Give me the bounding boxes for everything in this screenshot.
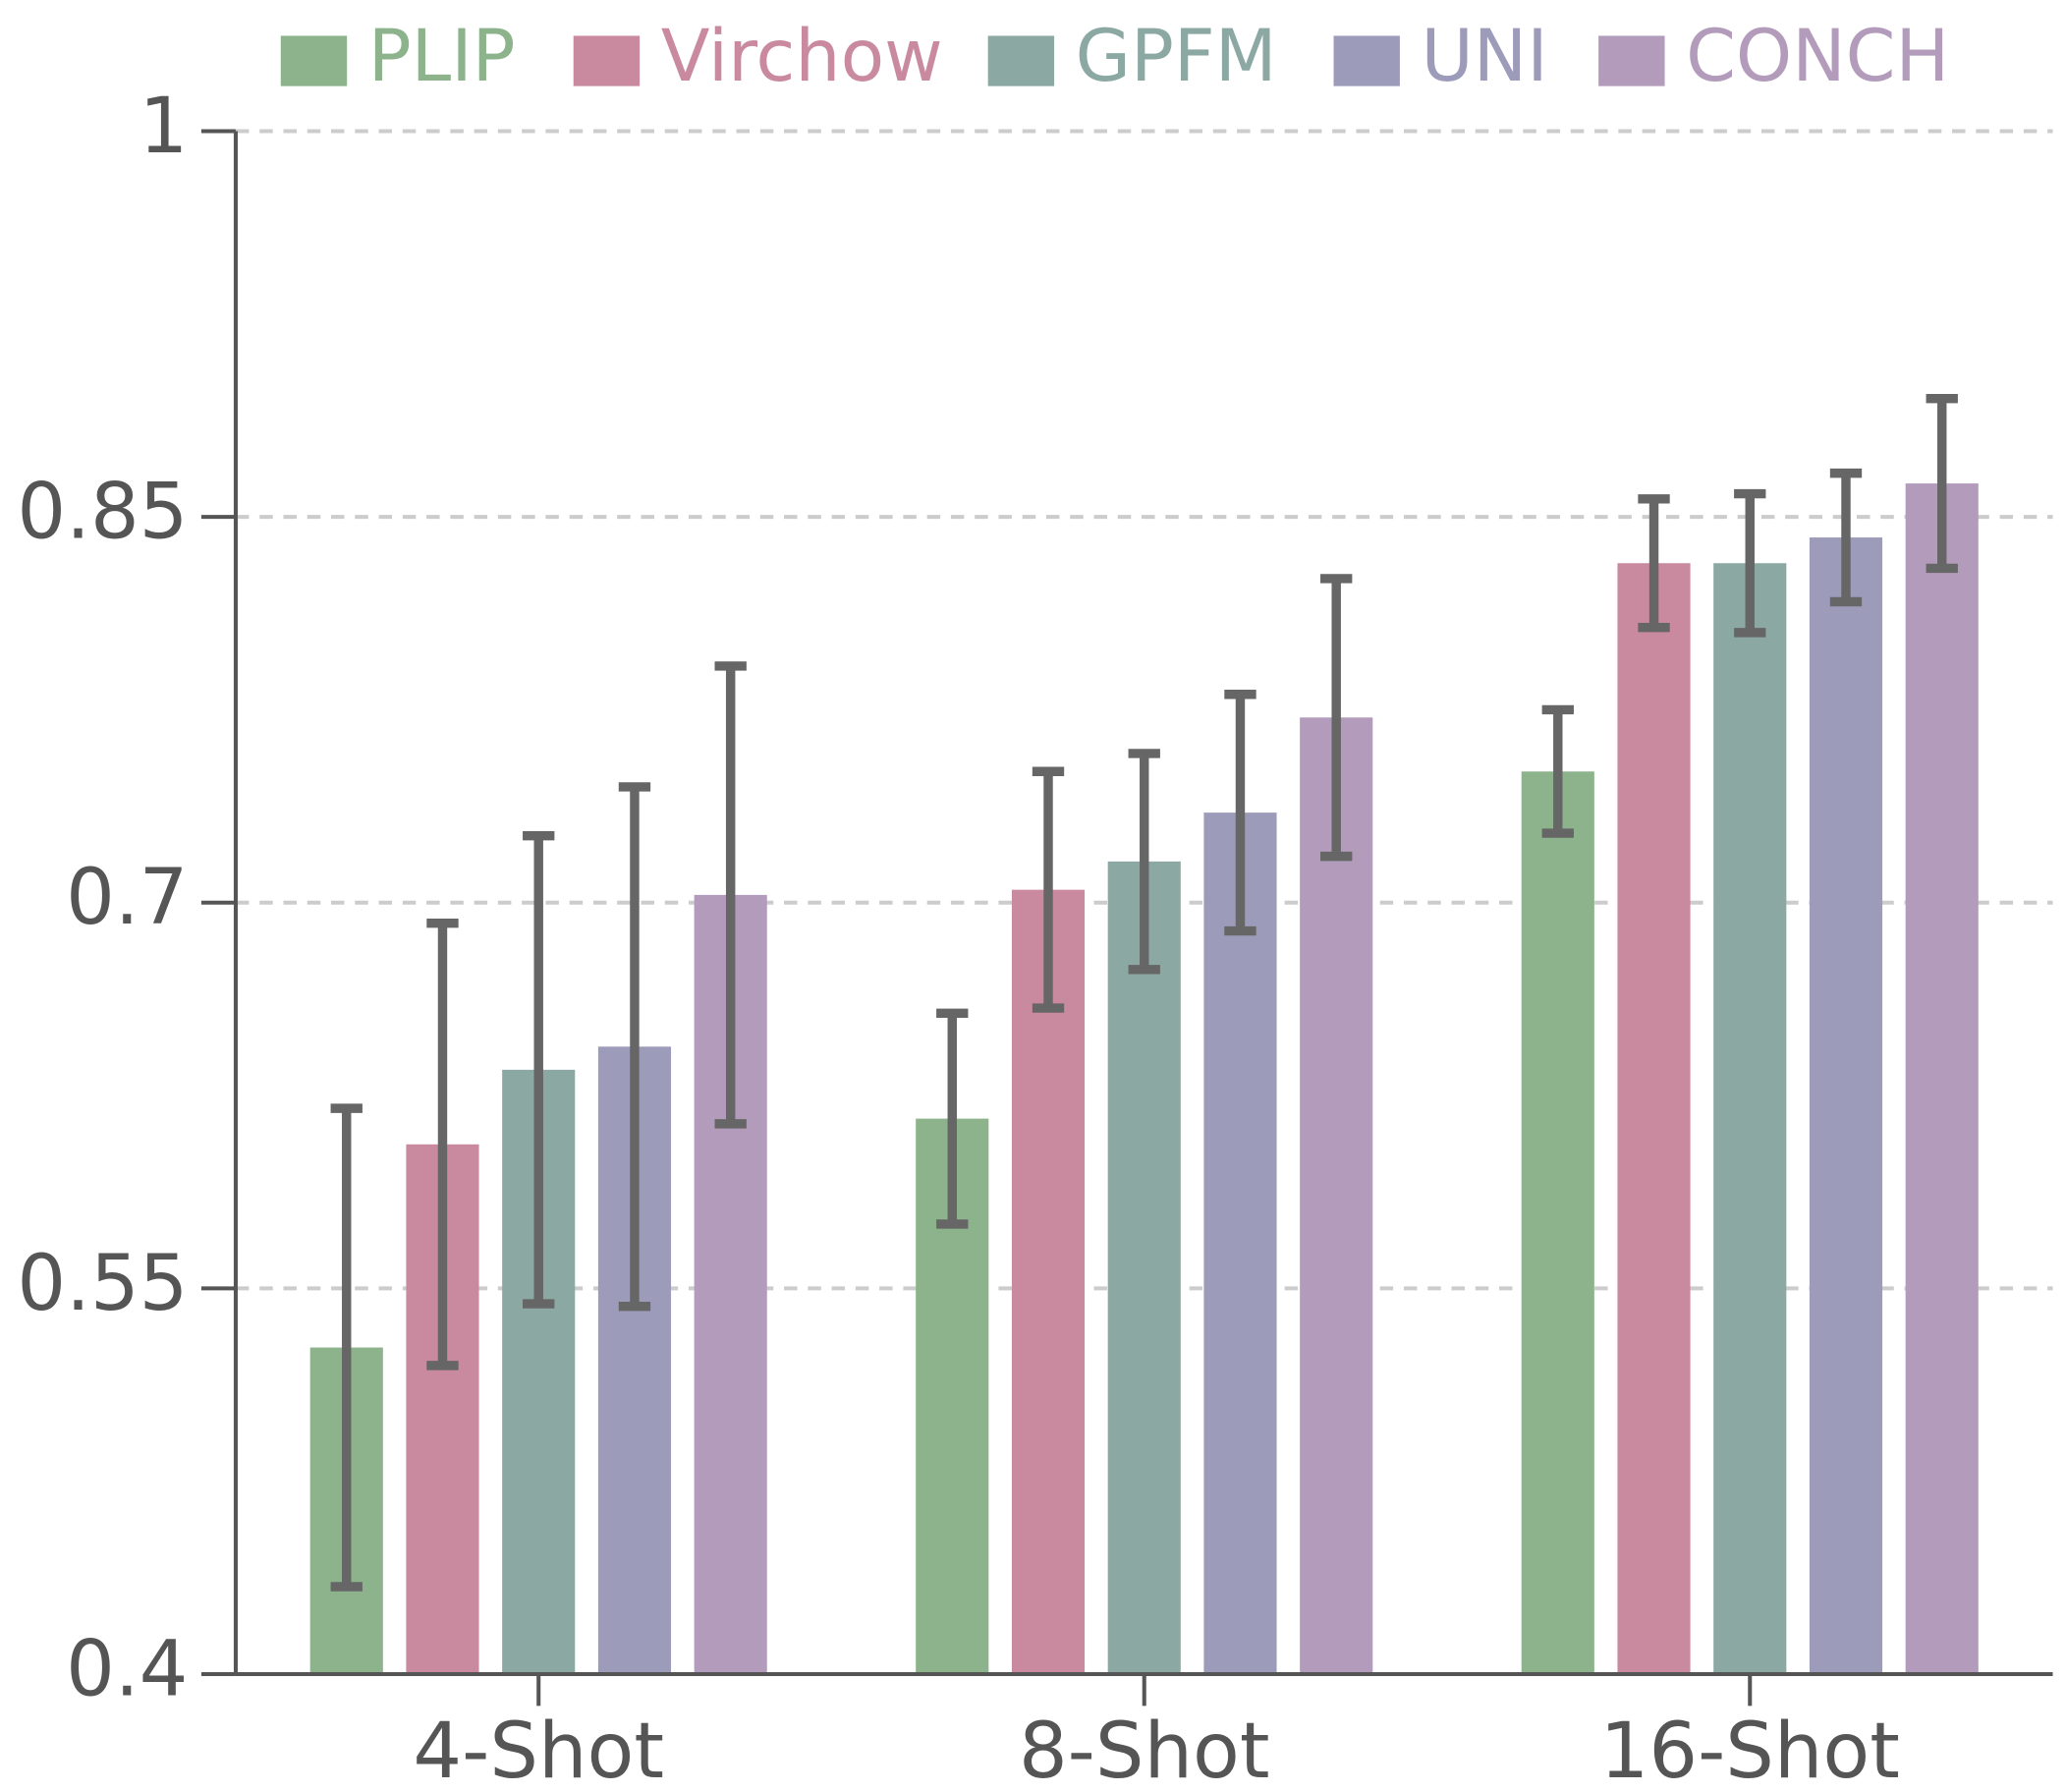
error-bar (1224, 690, 1256, 936)
bar (1203, 812, 1277, 1674)
legend-swatch (280, 35, 348, 86)
y-tick-label: 0.85 (17, 468, 188, 557)
bar (1809, 537, 1883, 1674)
error-bar (1734, 488, 1766, 638)
legend-swatch (987, 35, 1055, 86)
error-bar (1541, 704, 1574, 838)
bar (1300, 717, 1373, 1674)
legend-swatch (1333, 35, 1400, 86)
y-tick-label: 1 (140, 82, 189, 171)
error-bar (714, 661, 747, 1129)
legend-label: UNI (1421, 15, 1547, 98)
error-bar (1320, 574, 1353, 862)
error-bar (618, 782, 651, 1312)
y-tick-label: 0.7 (66, 853, 188, 942)
y-tick-label: 0.55 (17, 1239, 188, 1328)
error-bar (936, 1008, 969, 1229)
x-tick-label: 16-Shot (1600, 1707, 1900, 1792)
x-tick-label: 8-Shot (1019, 1707, 1270, 1792)
legend-label: PLIP (368, 15, 516, 98)
error-bar (1638, 494, 1670, 633)
x-tick-label: 4-Shot (413, 1707, 664, 1792)
error-bar (1829, 468, 1863, 607)
bar (1521, 771, 1594, 1674)
error-bar (1032, 766, 1065, 1013)
error-bar (330, 1103, 363, 1592)
error-bar (1128, 749, 1160, 975)
legend-swatch (573, 35, 641, 86)
legend-label: GPFM (1076, 15, 1277, 98)
error-bar (1926, 393, 1958, 574)
bar (1713, 563, 1787, 1674)
legend-swatch (1598, 35, 1665, 86)
legend-label: Virchow (661, 15, 943, 98)
legend-label: CONCH (1686, 15, 1949, 98)
bar (1617, 563, 1691, 1674)
bar (1107, 861, 1181, 1674)
y-tick-label: 0.4 (66, 1624, 188, 1713)
bar (1011, 889, 1086, 1674)
error-bar (523, 830, 555, 1309)
bar (1905, 483, 1979, 1674)
error-bar (426, 918, 459, 1371)
